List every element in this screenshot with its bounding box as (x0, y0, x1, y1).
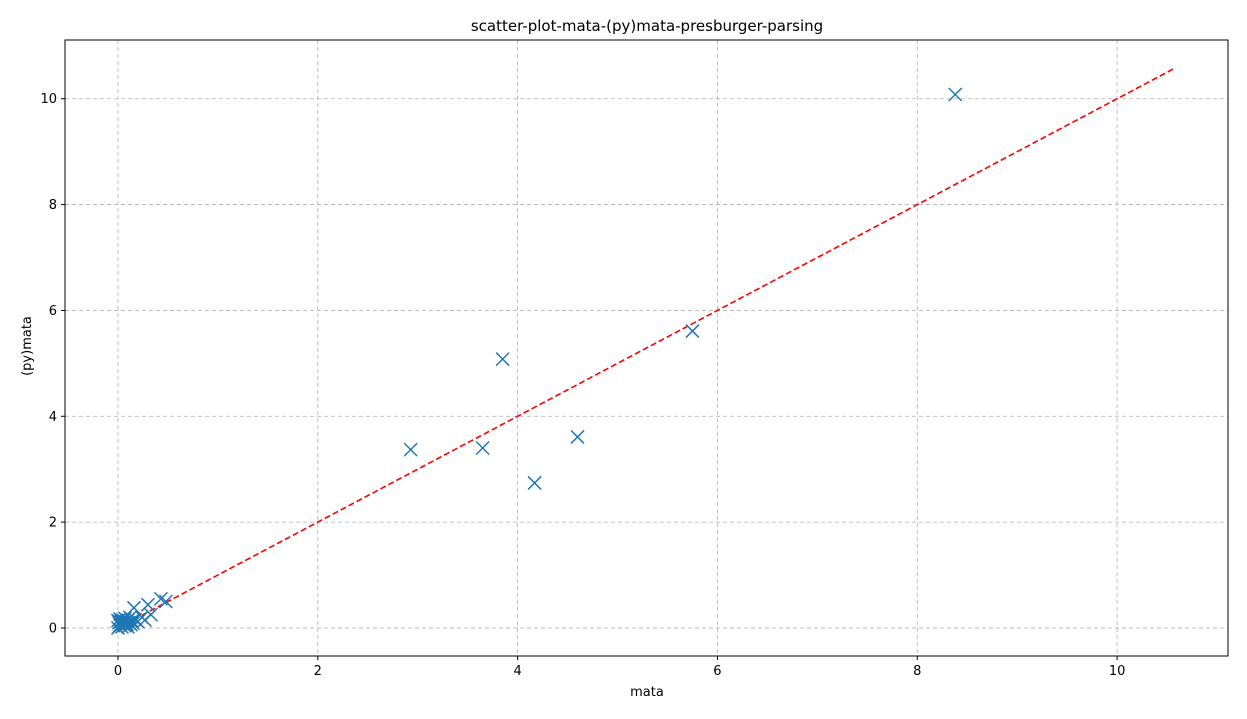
data-point (495, 352, 510, 367)
grid-lines (65, 40, 1228, 656)
data-point (527, 475, 542, 490)
y-tick-label: 4 (49, 410, 57, 425)
data-point (685, 324, 700, 339)
x-axis-label: mata (630, 685, 664, 700)
data-point (948, 87, 963, 102)
data-point (140, 597, 155, 612)
x-axis-ticks: 0 2 4 6 8 10 (114, 656, 1126, 679)
data-point (403, 442, 418, 457)
y-tick-label: 10 (40, 92, 57, 107)
x-tick-label: 0 (114, 664, 122, 679)
x-tick-label: 4 (513, 664, 521, 679)
y-axis-ticks: 0 2 4 6 8 10 (40, 92, 65, 636)
x-tick-label: 8 (913, 664, 921, 679)
data-point (125, 616, 140, 631)
x-tick-label: 6 (713, 664, 721, 679)
plot-frame (64, 39, 1229, 657)
y-tick-label: 0 (49, 621, 57, 636)
diagonal-reference-line (117, 67, 1176, 629)
data-point (124, 614, 139, 629)
y-axis-label: (py)mata (20, 316, 35, 376)
data-point (570, 429, 585, 444)
chart-title: scatter-plot-mata-(py)mata-presburger-pa… (471, 17, 823, 35)
y-tick-label: 6 (49, 304, 57, 319)
data-points (110, 87, 963, 635)
y-tick-label: 2 (49, 516, 57, 531)
x-tick-label: 2 (314, 664, 322, 679)
data-point (475, 440, 490, 456)
data-point (158, 594, 173, 609)
data-point (143, 607, 158, 622)
reference-line-group (117, 67, 1176, 629)
x-tick-label: 10 (1109, 664, 1126, 679)
data-point (126, 600, 141, 615)
y-tick-label: 8 (49, 198, 57, 213)
